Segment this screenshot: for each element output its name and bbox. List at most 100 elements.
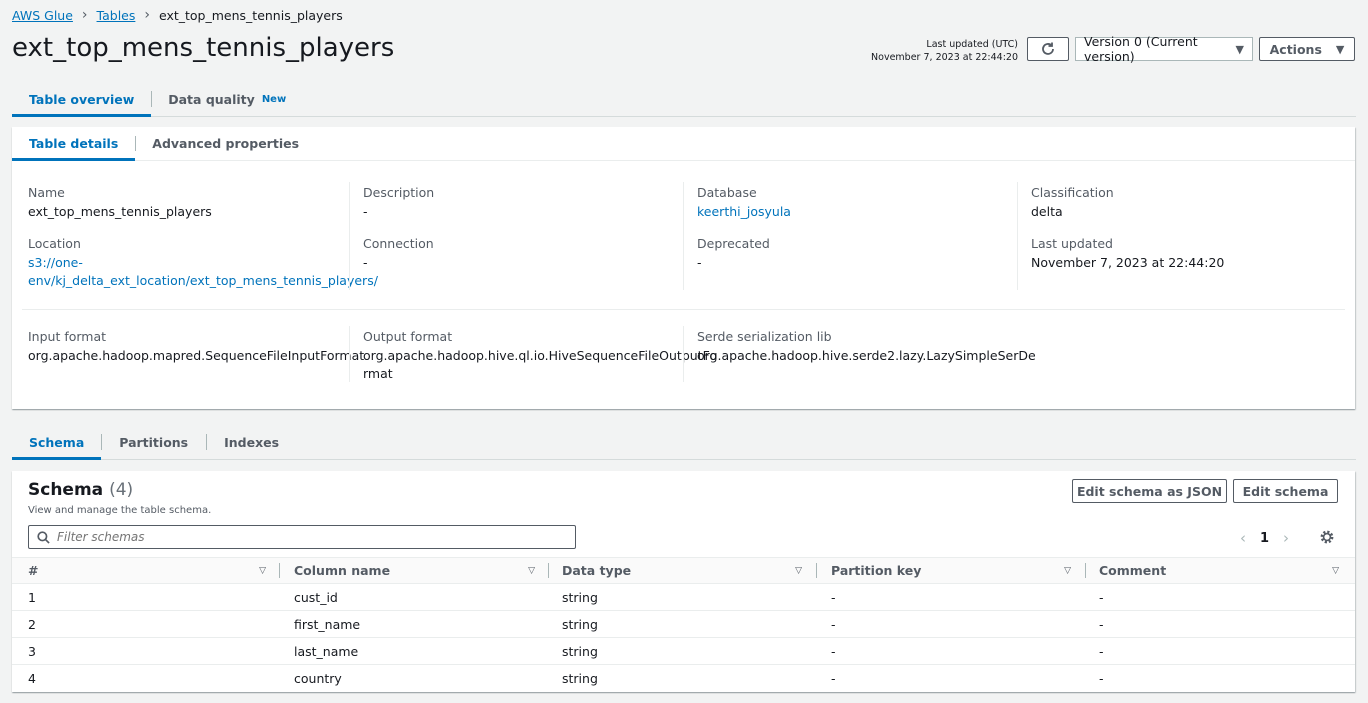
- schema-tabs: Schema Partitions Indexes: [12, 425, 1356, 460]
- cell-data-type: string: [562, 616, 598, 632]
- detail-label: Input format: [28, 329, 107, 344]
- cell-column-name: last_name: [294, 643, 359, 659]
- detail-name: Name ext_top_mens_tennis_players: [28, 184, 212, 221]
- column-header-data-type[interactable]: Data type ▽: [562, 558, 810, 583]
- caret-down-icon: ▼: [1235, 42, 1244, 56]
- divider: [349, 326, 350, 382]
- cell-partition-key: -: [831, 616, 836, 632]
- tab-indexes[interactable]: Indexes: [206, 425, 297, 459]
- detail-value-line: org.apache.hadoop.hive.ql.io.HiveSequenc…: [363, 347, 717, 363]
- detail-label: Description: [363, 185, 435, 200]
- schema-panel: Schema (4) View and manage the table sch…: [12, 471, 1355, 692]
- divider: [683, 182, 684, 290]
- schema-heading: Schema (4): [28, 480, 133, 500]
- tab-advanced-properties[interactable]: Advanced properties: [135, 127, 316, 160]
- detail-location: Location s3://one- env/kj_delta_ext_loca…: [28, 235, 378, 291]
- schema-title: Schema: [28, 480, 104, 500]
- cell-data-type: string: [562, 643, 598, 659]
- filter-schemas: [28, 525, 576, 549]
- detail-label: Deprecated: [697, 236, 770, 251]
- version-select-value: Version 0 (Current version): [1084, 34, 1198, 64]
- breadcrumb-tables-link[interactable]: Tables: [96, 7, 136, 23]
- last-updated-header: Last updated (UTC) November 7, 2023 at 2…: [871, 38, 1018, 64]
- cell-partition-key: -: [831, 643, 836, 659]
- caret-down-icon: ▼: [1335, 42, 1345, 56]
- detail-label: Location: [28, 236, 81, 251]
- column-resizer[interactable]: [548, 563, 549, 578]
- tab-label: Partitions: [119, 434, 189, 450]
- schema-count: (4): [109, 480, 134, 500]
- refresh-button[interactable]: [1027, 37, 1069, 61]
- tab-table-overview[interactable]: Table overview: [12, 82, 152, 117]
- version-select[interactable]: Version 0 (Current version) ▼: [1075, 34, 1253, 64]
- schema-subtitle: View and manage the table schema.: [28, 505, 212, 516]
- column-resizer[interactable]: [816, 563, 817, 578]
- detail-label: Last updated: [1031, 236, 1113, 251]
- detail-value: org.apache.hadoop.hive.serde2.lazy.LazyS…: [697, 347, 1036, 363]
- breadcrumb-current: ext_top_mens_tennis_players: [158, 7, 343, 23]
- detail-output-format: Output format org.apache.hadoop.hive.ql.…: [363, 328, 717, 384]
- table-row: 1 cust_id string - -: [12, 584, 1355, 611]
- column-header-comment[interactable]: Comment ▽: [1099, 558, 1347, 583]
- pagination: ‹ 1 ›: [1240, 529, 1289, 547]
- column-header-label: Data type: [562, 563, 632, 578]
- detail-value: -: [363, 203, 368, 219]
- cell-column-name: country: [294, 670, 342, 686]
- tab-schema[interactable]: Schema: [12, 425, 102, 460]
- cell-number: 4: [28, 670, 36, 686]
- location-link[interactable]: s3://one- env/kj_delta_ext_location/ext_…: [28, 254, 378, 291]
- column-resizer[interactable]: [1085, 563, 1086, 578]
- location-link-line: s3://one-: [28, 254, 83, 270]
- detail-label: Classification: [1031, 185, 1114, 200]
- current-page[interactable]: 1: [1260, 530, 1270, 546]
- last-updated-header-value: November 7, 2023 at 22:44:20: [871, 52, 1018, 63]
- edit-schema-json-button[interactable]: Edit schema as JSON: [1072, 479, 1227, 503]
- edit-schema-button[interactable]: Edit schema: [1233, 479, 1338, 503]
- table-row: 3 last_name string - -: [12, 638, 1355, 665]
- divider: [349, 182, 350, 290]
- detail-label: Connection: [363, 236, 434, 251]
- chevron-right-icon[interactable]: ›: [1283, 529, 1290, 547]
- column-header-number[interactable]: # ▽: [28, 558, 274, 583]
- detail-database: Database keerthi_josyula: [697, 184, 791, 221]
- tab-partitions[interactable]: Partitions: [101, 425, 206, 459]
- cell-column-name: first_name: [294, 616, 361, 632]
- detail-input-format: Input format org.apache.hadoop.mapred.Se…: [28, 328, 364, 365]
- cell-number: 3: [28, 643, 36, 659]
- database-link[interactable]: keerthi_josyula: [697, 203, 791, 219]
- settings-gear-icon[interactable]: [1319, 529, 1335, 548]
- tab-data-quality[interactable]: Data quality New: [151, 82, 303, 116]
- detail-tabs: Table details Advanced properties: [12, 127, 1355, 161]
- cell-comment: -: [1099, 643, 1104, 659]
- detail-connection: Connection -: [363, 235, 434, 272]
- tab-label: Table overview: [29, 91, 135, 107]
- chevron-right-icon: ›: [144, 7, 150, 23]
- detail-label: Output format: [363, 329, 453, 344]
- cell-number: 1: [28, 589, 36, 605]
- divider: [1017, 182, 1018, 290]
- breadcrumb-aws-glue-link[interactable]: AWS Glue: [12, 7, 73, 23]
- table-row: 2 first_name string - -: [12, 611, 1355, 638]
- column-header-column-name[interactable]: Column name ▽: [294, 558, 543, 583]
- location-link-line: env/kj_delta_ext_location/ext_top_mens_t…: [28, 273, 378, 288]
- detail-label: Name: [28, 185, 65, 200]
- chevron-right-icon: ›: [81, 7, 88, 23]
- sort-caret-icon: ▽: [528, 565, 535, 576]
- sort-caret-icon: ▽: [259, 565, 266, 576]
- actions-button[interactable]: Actions ▼: [1259, 37, 1355, 61]
- detail-value: November 7, 2023 at 22:44:20: [1031, 254, 1225, 270]
- search-icon: [37, 530, 50, 544]
- filter-schemas-input[interactable]: [57, 530, 557, 544]
- column-header-label: Comment: [1099, 563, 1167, 578]
- tab-table-details[interactable]: Table details: [12, 127, 136, 161]
- detail-value: ext_top_mens_tennis_players: [28, 203, 212, 219]
- column-resizer[interactable]: [279, 563, 280, 578]
- chevron-left-icon[interactable]: ‹: [1240, 529, 1246, 547]
- tab-label: Data quality: [168, 91, 255, 107]
- tab-label: Table details: [29, 136, 119, 151]
- schema-table-header: # ▽ Column name ▽ Data type ▽ Partition key…: [12, 557, 1355, 584]
- column-header-partition-key[interactable]: Partition key ▽: [831, 558, 1079, 583]
- table-details-panel: Table details Advanced properties Name e…: [12, 127, 1355, 409]
- tab-label: Schema: [29, 434, 85, 450]
- detail-serde: Serde serialization lib org.apache.hadoo…: [697, 328, 1036, 365]
